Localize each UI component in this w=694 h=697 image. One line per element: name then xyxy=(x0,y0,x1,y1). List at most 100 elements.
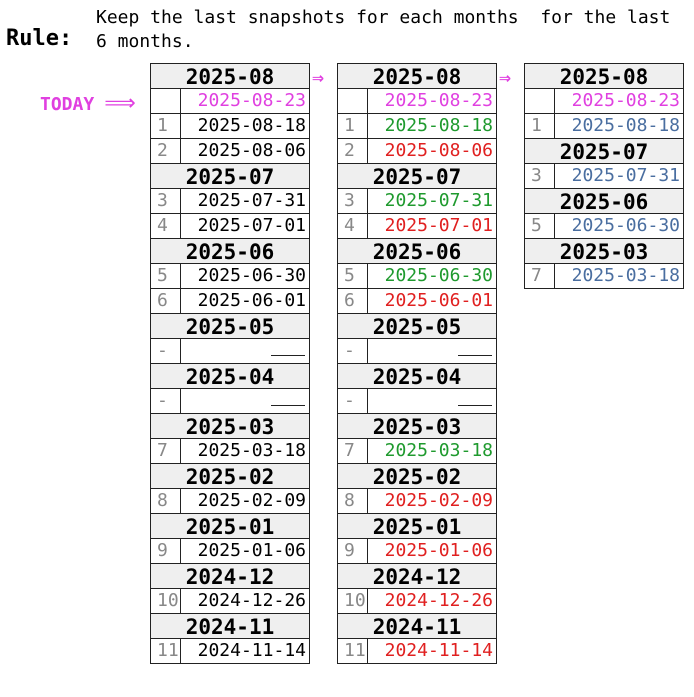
month-header: 2025-07 xyxy=(524,138,684,164)
snapshot-index: 5 xyxy=(151,264,181,288)
snapshot-date: 2025-03-18 xyxy=(571,265,680,286)
snapshot-index: - xyxy=(338,389,368,413)
snapshot-row: 11 2024-11-14 xyxy=(337,638,497,664)
month-header: 2025-08 xyxy=(337,63,497,89)
snapshot-date: 2025-02-09 xyxy=(197,490,306,511)
snapshot-index: 8 xyxy=(151,489,181,513)
month-header: 2025-08 xyxy=(524,63,684,89)
month-header: 2025-06 xyxy=(524,188,684,214)
snapshot-date: 2024-12-26 xyxy=(197,590,306,611)
snapshot-row: 7 2025-03-18 xyxy=(150,438,310,464)
month-header: 2024-12 xyxy=(150,563,310,589)
snapshot-index: 4 xyxy=(338,214,368,238)
empty-snapshot-row: - xyxy=(337,338,497,364)
snapshot-date: 2025-03-18 xyxy=(384,440,493,461)
snapshot-date: 2025-06-01 xyxy=(197,290,306,311)
snapshot-index: 1 xyxy=(525,114,555,138)
snapshot-date: 2025-08-18 xyxy=(197,115,306,136)
snapshot-index: 11 xyxy=(151,639,181,663)
snapshot-index: 4 xyxy=(151,214,181,238)
snapshot-column-marked: 2025-08 2025-08-23 1 2025-08-18 2 2025-08-06 2… xyxy=(337,63,497,664)
snapshot-index: 10 xyxy=(151,589,181,613)
month-header: 2025-01 xyxy=(337,513,497,539)
dash-line xyxy=(271,341,305,356)
snapshot-index: 8 xyxy=(338,489,368,513)
snapshot-row: 11 2024-11-14 xyxy=(150,638,310,664)
month-header: 2025-05 xyxy=(337,313,497,339)
snapshot-row: 2025-08-23 xyxy=(337,88,497,114)
snapshot-row: 2 2025-08-06 xyxy=(150,138,310,164)
month-header: 2025-03 xyxy=(337,413,497,439)
snapshot-row: 10 2024-12-26 xyxy=(337,588,497,614)
snapshot-date: 2025-07-01 xyxy=(384,215,493,236)
month-header: 2025-07 xyxy=(150,163,310,189)
snapshot-row: 4 2025-07-01 xyxy=(150,213,310,239)
snapshot-row: 1 2025-08-18 xyxy=(524,113,684,139)
snapshot-index: 7 xyxy=(338,439,368,463)
empty-snapshot-row: - xyxy=(150,388,310,414)
snapshot-row: 5 2025-06-30 xyxy=(337,263,497,289)
snapshot-column-result: 2025-08 2025-08-23 1 2025-08-18 2025-07 3 2025… xyxy=(524,63,684,289)
month-header: 2025-01 xyxy=(150,513,310,539)
month-header: 2025-04 xyxy=(337,363,497,389)
month-header: 2024-12 xyxy=(337,563,497,589)
snapshot-index: 7 xyxy=(151,439,181,463)
snapshot-index xyxy=(151,89,181,113)
snapshot-date: 2025-06-30 xyxy=(197,265,306,286)
snapshot-date: 2025-07-31 xyxy=(571,165,680,186)
snapshot-row: 10 2024-12-26 xyxy=(150,588,310,614)
snapshot-date: 2025-08-18 xyxy=(384,115,493,136)
flow-arrow-icon: ⇒ xyxy=(499,65,512,89)
snapshot-index xyxy=(338,89,368,113)
snapshot-row: 3 2025-07-31 xyxy=(524,163,684,189)
month-header: 2025-03 xyxy=(524,238,684,264)
snapshot-index: 1 xyxy=(151,114,181,138)
snapshot-date: 2025-08-23 xyxy=(384,90,493,111)
no-snapshot-line xyxy=(181,339,309,363)
snapshot-row: 9 2025-01-06 xyxy=(337,538,497,564)
snapshot-row: 6 2025-06-01 xyxy=(150,288,310,314)
snapshot-row: 7 2025-03-18 xyxy=(337,438,497,464)
month-header: 2025-03 xyxy=(150,413,310,439)
empty-snapshot-row: - xyxy=(337,388,497,414)
snapshot-date: 2025-08-06 xyxy=(384,140,493,161)
snapshot-date: 2025-08-23 xyxy=(197,90,306,111)
snapshot-date: 2025-07-31 xyxy=(384,190,493,211)
snapshot-date: 2025-06-30 xyxy=(384,265,493,286)
snapshot-date: 2025-06-30 xyxy=(571,215,680,236)
snapshot-index: 11 xyxy=(338,639,368,663)
month-header: 2025-04 xyxy=(150,363,310,389)
snapshot-index: 10 xyxy=(338,589,368,613)
snapshot-row: 8 2025-02-09 xyxy=(337,488,497,514)
rule-label: Rule: xyxy=(6,26,73,51)
month-header: 2024-11 xyxy=(337,613,497,639)
no-snapshot-line xyxy=(368,389,496,413)
snapshot-date: 2025-01-06 xyxy=(197,540,306,561)
right-double-arrow-icon: ⟹ xyxy=(104,91,136,116)
snapshot-index xyxy=(525,89,555,113)
today-label: TODAY xyxy=(40,94,95,115)
flow-arrow-icon: ⇒ xyxy=(312,65,325,89)
snapshot-row: 5 2025-06-30 xyxy=(524,213,684,239)
snapshot-row: 8 2025-02-09 xyxy=(150,488,310,514)
snapshot-date: 2025-08-23 xyxy=(571,90,680,111)
snapshot-date: 2025-03-18 xyxy=(197,440,306,461)
month-header: 2025-07 xyxy=(337,163,497,189)
snapshot-row: 6 2025-06-01 xyxy=(337,288,497,314)
snapshot-date: 2025-08-18 xyxy=(571,115,680,136)
snapshot-index: 3 xyxy=(151,189,181,213)
snapshot-row: 1 2025-08-18 xyxy=(150,113,310,139)
snapshot-row: 2025-08-23 xyxy=(524,88,684,114)
today-marker: TODAY ⟹ xyxy=(40,91,136,117)
snapshot-row: 2025-08-23 xyxy=(150,88,310,114)
rule-text: Keep the last snapshots for each months … xyxy=(96,7,682,52)
snapshot-index: 6 xyxy=(338,289,368,313)
snapshot-index: 9 xyxy=(151,539,181,563)
month-header: 2025-08 xyxy=(150,63,310,89)
snapshot-index: 1 xyxy=(338,114,368,138)
snapshot-date: 2025-07-01 xyxy=(197,215,306,236)
month-header: 2025-06 xyxy=(150,238,310,264)
snapshot-index: 7 xyxy=(525,264,555,288)
snapshot-row: 2 2025-08-06 xyxy=(337,138,497,164)
snapshot-index: - xyxy=(338,339,368,363)
